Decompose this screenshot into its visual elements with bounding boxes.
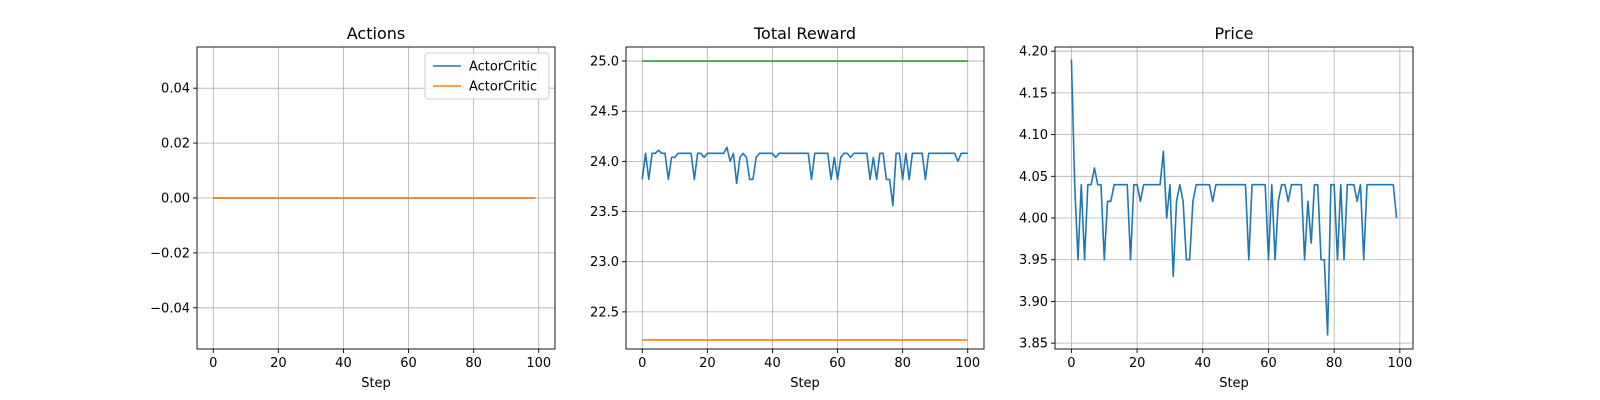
y-tick-label: 4.05 bbox=[1019, 170, 1048, 185]
chart-title: Total Reward bbox=[753, 24, 856, 43]
y-tick-label: 0.02 bbox=[161, 137, 190, 152]
x-tick-label: 60 bbox=[829, 356, 846, 371]
x-tick-label: 40 bbox=[1195, 356, 1212, 371]
legend-label: ActorCritic bbox=[469, 60, 537, 75]
price-chart: Price Step 0 20 40 60 80 100 3.85 3.90 3.95 4.00 4… bbox=[1019, 24, 1414, 391]
x-tick-label: 0 bbox=[638, 356, 646, 371]
x-tick-label: 80 bbox=[465, 356, 482, 371]
y-tick-label: 3.90 bbox=[1019, 295, 1048, 310]
actions-chart: Actions Step 0 20 40 60 80 100 −0.04 −0.02 0.00 0… bbox=[150, 24, 556, 391]
x-tick-label: 80 bbox=[1326, 356, 1343, 371]
x-tick-label: 20 bbox=[1129, 356, 1146, 371]
y-tick-label: 24.5 bbox=[590, 105, 619, 120]
y-tick-label: 4.00 bbox=[1019, 212, 1048, 227]
y-tick-label: 25.0 bbox=[590, 55, 619, 70]
series-line bbox=[1070, 59, 1398, 336]
y-tick-label: 3.95 bbox=[1019, 253, 1048, 268]
x-axis-label: Step bbox=[790, 376, 820, 391]
x-tick-label: 0 bbox=[209, 356, 217, 371]
chart-title: Price bbox=[1214, 24, 1253, 43]
x-tick-label: 40 bbox=[335, 356, 352, 371]
x-tick-label: 20 bbox=[270, 356, 287, 371]
x-axis-label: Step bbox=[1219, 376, 1249, 391]
x-axis-label: Step bbox=[361, 376, 391, 391]
y-tick-label: 23.5 bbox=[590, 205, 619, 220]
y-tick-label: −0.04 bbox=[150, 301, 190, 316]
x-tick-label: 60 bbox=[1260, 356, 1277, 371]
y-tick-label: 4.10 bbox=[1019, 128, 1048, 143]
x-tick-label: 20 bbox=[699, 356, 716, 371]
y-tick-label: 23.0 bbox=[590, 255, 619, 270]
series-line bbox=[641, 146, 968, 207]
legend-box bbox=[424, 52, 550, 100]
legend-label: ActorCritic bbox=[469, 80, 537, 95]
y-tick-label: 22.5 bbox=[590, 305, 619, 320]
y-tick-label: −0.02 bbox=[150, 246, 190, 261]
x-tick-label: 80 bbox=[894, 356, 911, 371]
x-tick-label: 100 bbox=[955, 356, 980, 371]
legend: ActorCritic ActorCritic bbox=[424, 52, 550, 100]
x-tick-label: 100 bbox=[1387, 356, 1412, 371]
x-tick-label: 100 bbox=[526, 356, 551, 371]
axes-frame bbox=[1054, 46, 1414, 350]
x-tick-label: 40 bbox=[764, 356, 781, 371]
y-tick-label: 24.0 bbox=[590, 155, 619, 170]
y-tick-label: 0.00 bbox=[161, 192, 190, 207]
y-tick-label: 4.15 bbox=[1019, 86, 1048, 101]
y-tick-label: 4.20 bbox=[1019, 45, 1048, 60]
chart-title: Actions bbox=[347, 24, 405, 43]
axes-frame bbox=[625, 46, 985, 350]
x-tick-label: 60 bbox=[400, 356, 417, 371]
y-tick-label: 3.85 bbox=[1019, 337, 1048, 352]
x-tick-label: 0 bbox=[1067, 356, 1075, 371]
y-tick-label: 0.04 bbox=[161, 82, 190, 97]
total-reward-chart: Total Reward Step 0 20 40 60 80 100 22.5 23.0 23… bbox=[590, 24, 985, 391]
